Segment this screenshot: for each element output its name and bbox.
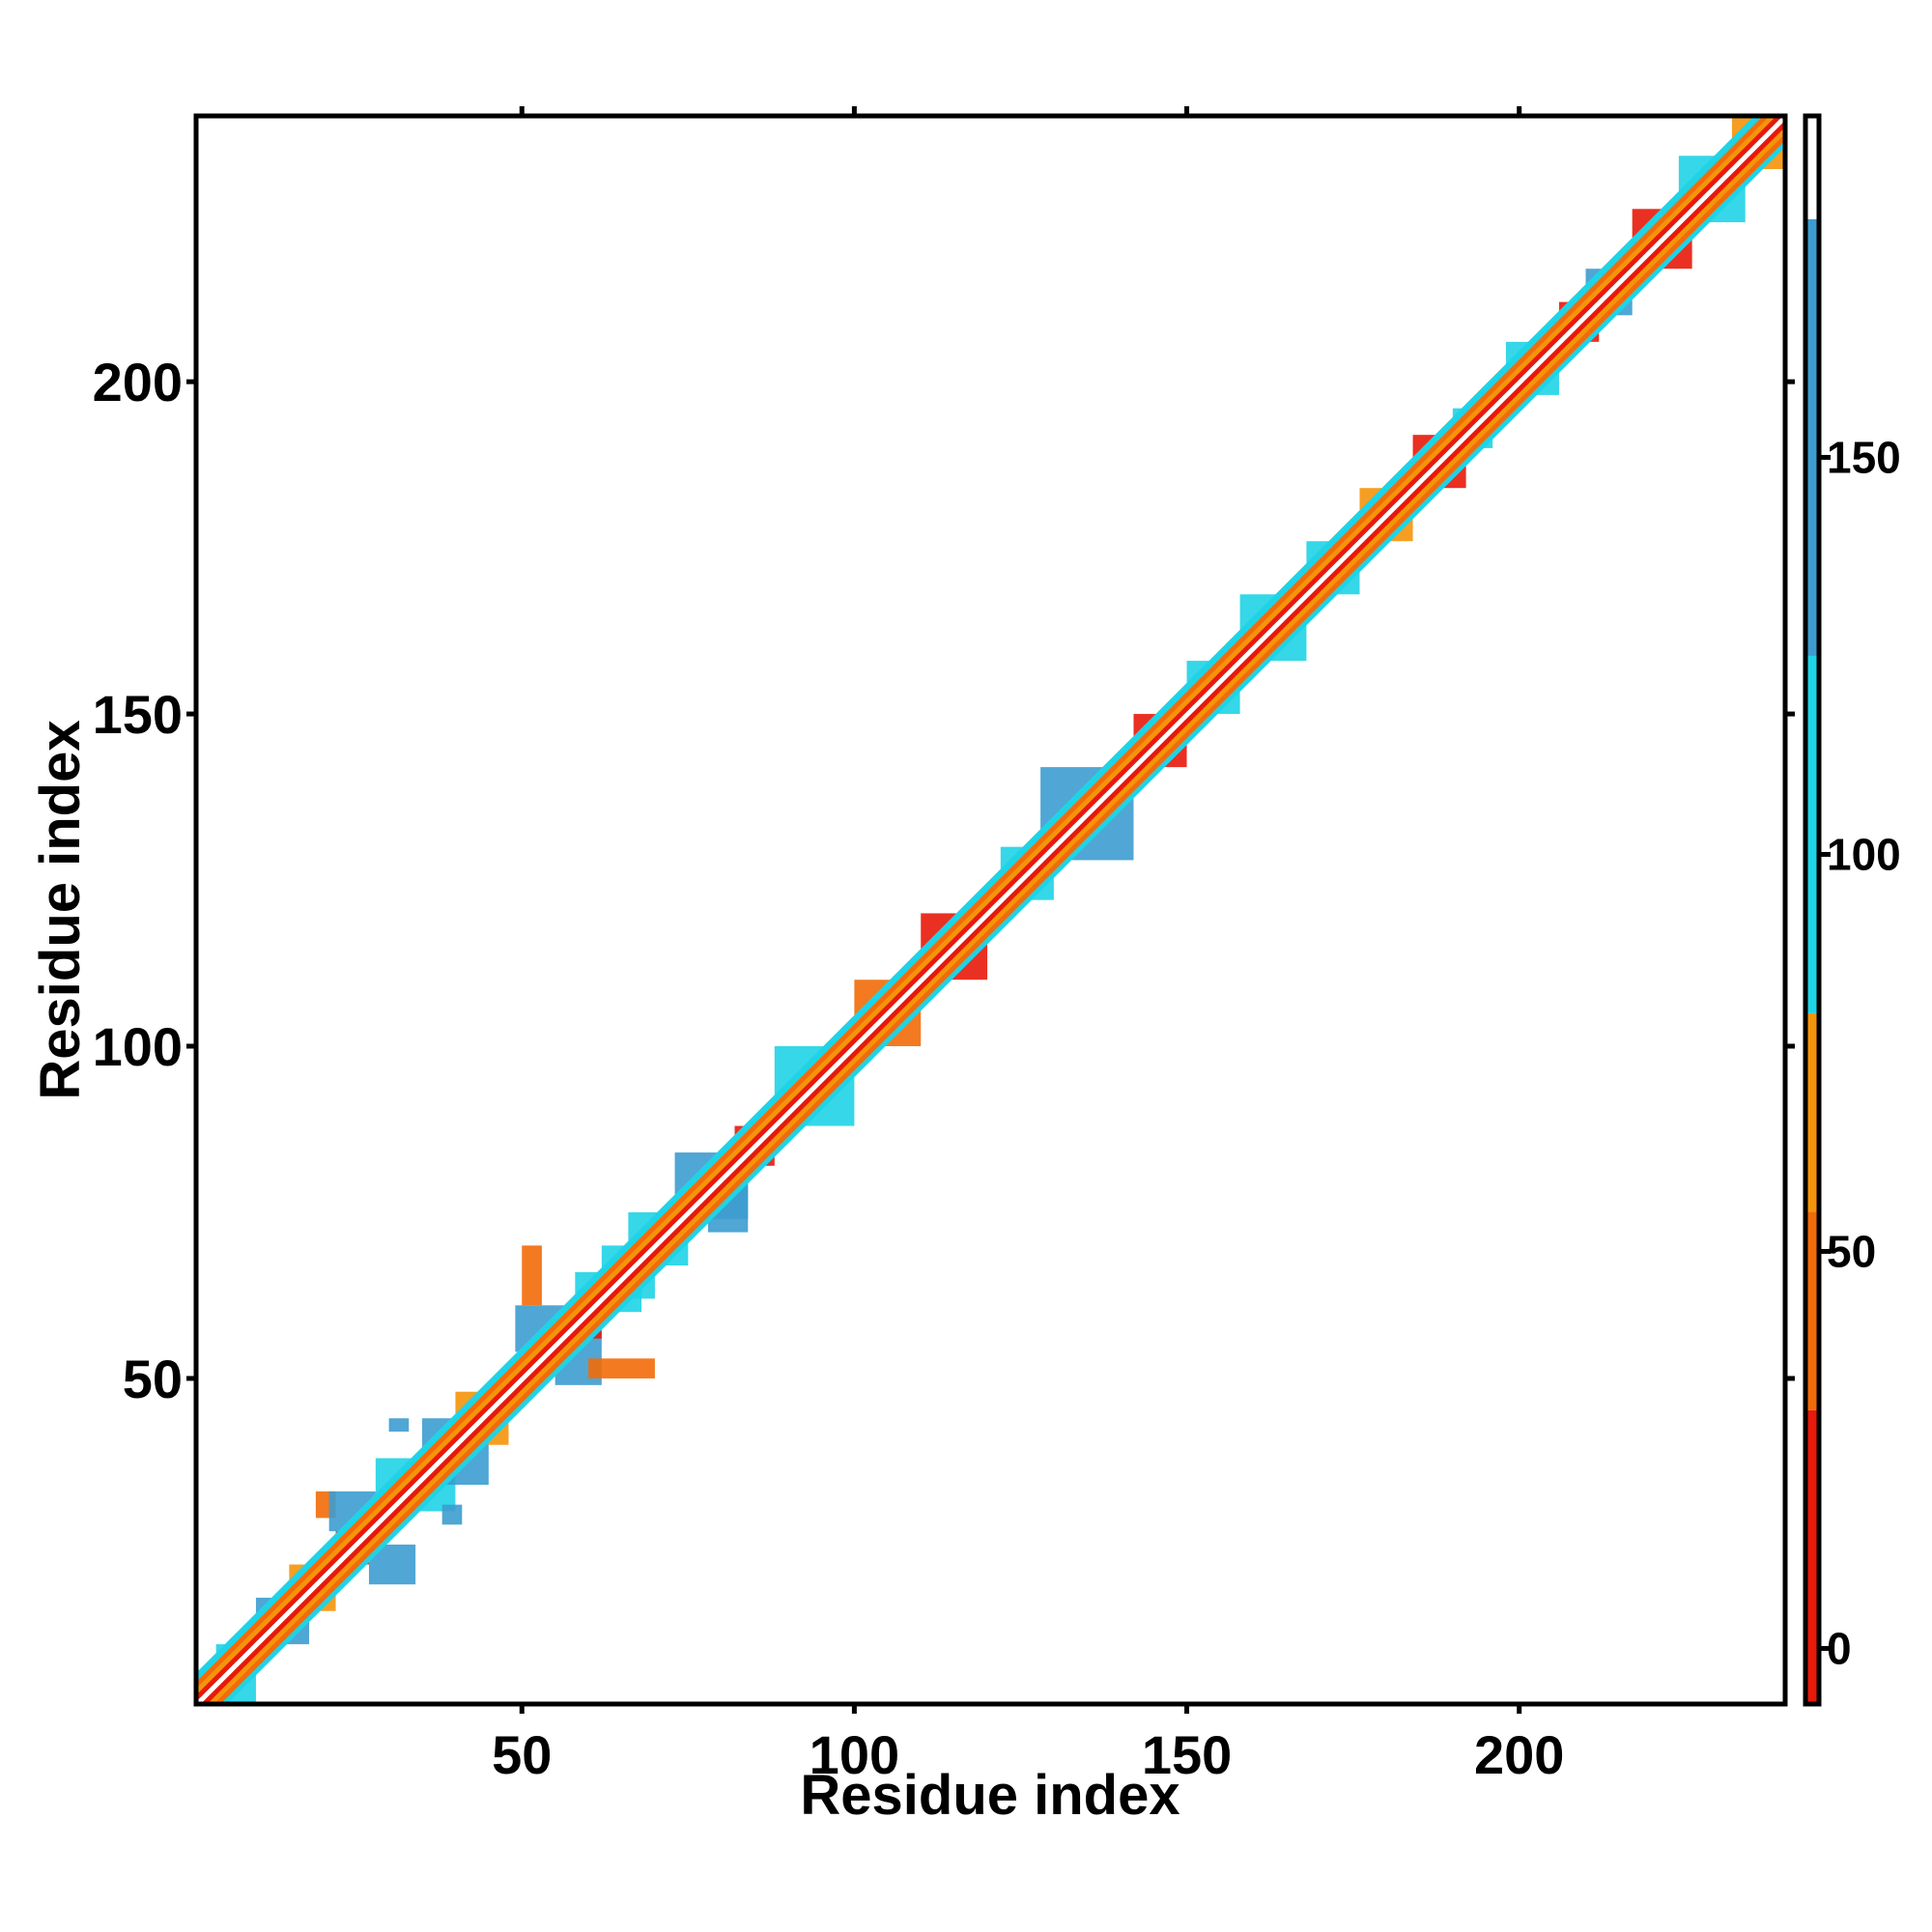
colorbar-tick-label: 150 (1827, 432, 1901, 482)
colorbar-tick-label: 100 (1827, 829, 1901, 879)
y-tick-label: 200 (93, 352, 183, 412)
colorbar-band (1805, 116, 1819, 219)
heatmap-cell (522, 1245, 542, 1306)
plot-frame (193, 113, 1788, 1707)
colorbar-tick-label: 50 (1827, 1226, 1876, 1276)
colorbar-band (1805, 1211, 1819, 1410)
diagonal-stripe (193, 113, 1761, 1680)
colorbar-band (1805, 1409, 1819, 1704)
x-tick-label: 50 (492, 1724, 552, 1785)
colorbar (1805, 116, 1819, 1704)
diagonal-band (193, 113, 1788, 1707)
x-tick-label: 200 (1474, 1724, 1564, 1785)
y-axis-title: Residue index (29, 720, 92, 1099)
y-tick-label: 150 (93, 684, 183, 745)
colorbar-band (1805, 655, 1819, 1013)
heatmap-cell (588, 1358, 655, 1378)
x-axis-title: Residue index (800, 1764, 1179, 1827)
diagonal-stripe (207, 127, 1788, 1707)
diagonal-stripe (193, 113, 1768, 1687)
colorbar-frame (1803, 113, 1822, 1707)
diagonal-stripe (193, 113, 1788, 1707)
y-tick-label: 100 (93, 1016, 183, 1077)
y-axis-ticks: 50 100 150 200 (93, 352, 1795, 1409)
heatmap-cell (441, 1504, 463, 1525)
diagonal-stripe (193, 113, 1775, 1693)
heatmap-cell (388, 1418, 410, 1432)
colorbar-ticks: 0 50 100 150 (1819, 432, 1901, 1673)
x-tick-label: 100 (810, 1724, 899, 1785)
diagonal-stripe (193, 113, 1781, 1700)
colorbar-band (1805, 1012, 1819, 1212)
x-tick-label: 150 (1142, 1724, 1232, 1785)
x-axis-ticks: 50 100 150 200 (492, 106, 1564, 1785)
colorbar-tick-label: 0 (1827, 1623, 1852, 1673)
colorbar-band (1805, 218, 1819, 656)
y-tick-label: 50 (123, 1349, 183, 1409)
diagonal-stripe (213, 133, 1788, 1707)
diagonal-stripe (200, 120, 1788, 1707)
diagonal-stripe (220, 140, 1788, 1707)
